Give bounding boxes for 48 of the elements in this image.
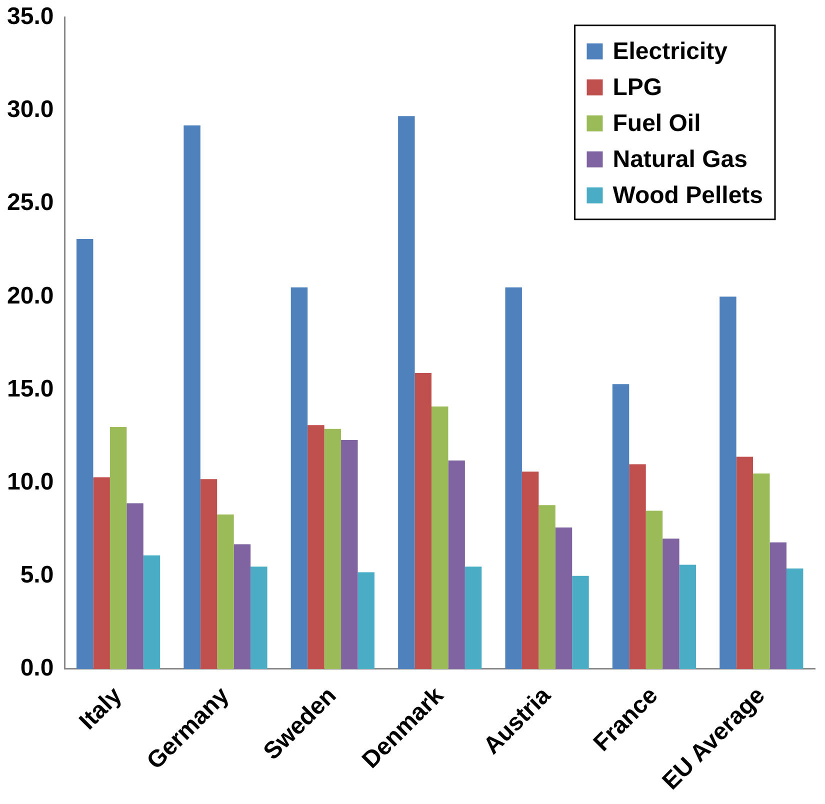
bar (770, 542, 786, 669)
y-tick-label: 0.0 (20, 654, 54, 682)
bar (736, 456, 754, 669)
bar (234, 544, 251, 669)
bar (720, 296, 736, 669)
legend-label: Fuel Oil (612, 110, 701, 138)
bar (250, 566, 268, 669)
y-tick-label: 10.0 (6, 468, 54, 496)
bar (200, 479, 218, 669)
y-tick-label: 5.0 (20, 562, 54, 589)
y-tick-label: 35.0 (6, 3, 54, 30)
bar (448, 460, 465, 669)
bar (464, 566, 482, 669)
bar (76, 238, 94, 669)
bar (414, 372, 432, 669)
bar (572, 576, 589, 669)
bar (555, 528, 572, 669)
bar (358, 572, 374, 669)
bar (505, 287, 522, 669)
y-tick-label: 30.0 (6, 96, 54, 124)
bar (679, 564, 696, 669)
bar (143, 555, 160, 669)
bar (290, 287, 308, 669)
bar (612, 384, 630, 669)
bar (308, 425, 324, 669)
bar (662, 538, 680, 669)
bar (753, 474, 770, 669)
y-tick-label: 20.0 (6, 282, 54, 310)
bar (538, 505, 556, 669)
legend-label: Wood Pellets (612, 182, 764, 210)
bar (431, 406, 448, 669)
bar (110, 426, 127, 669)
bar (217, 514, 234, 669)
bar (646, 510, 663, 669)
legend-label: LPG (612, 74, 662, 102)
bar (786, 568, 804, 669)
bar (398, 116, 415, 669)
bar (93, 477, 110, 669)
y-tick-label: 15.0 (6, 375, 54, 402)
legend-label: Natural Gas (612, 146, 748, 174)
bar (184, 125, 200, 669)
bar (629, 464, 646, 669)
legend-label: Electricity (612, 38, 728, 66)
bar (341, 440, 358, 669)
y-tick-label: 25.0 (6, 189, 54, 216)
bar (324, 428, 342, 669)
bar (126, 503, 144, 669)
bar (522, 472, 539, 669)
